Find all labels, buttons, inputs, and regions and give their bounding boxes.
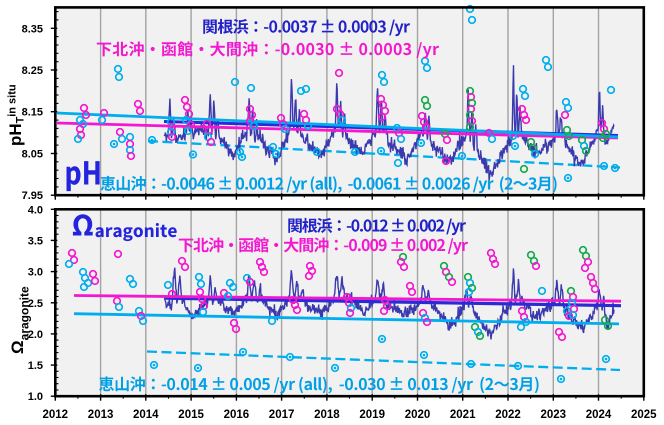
svg-text:2015: 2015: [178, 409, 204, 421]
svg-text:2019: 2019: [359, 409, 385, 421]
svg-text:1.5: 1.5: [28, 360, 43, 372]
svg-text:2012: 2012: [43, 409, 69, 421]
svg-text:2021: 2021: [450, 409, 476, 421]
svg-text:2018: 2018: [314, 409, 340, 421]
svg-text:2020: 2020: [405, 409, 431, 421]
svg-text:7.95: 7.95: [22, 190, 43, 202]
svg-text:2014: 2014: [133, 409, 159, 421]
svg-text:8.25: 8.25: [22, 65, 43, 77]
svg-text:3.5: 3.5: [28, 235, 43, 247]
svg-text:2023: 2023: [541, 409, 567, 421]
svg-text:2.0: 2.0: [28, 329, 43, 341]
svg-text:8.35: 8.35: [22, 23, 43, 35]
svg-text:4.0: 4.0: [28, 204, 43, 216]
svg-text:2025: 2025: [631, 409, 657, 421]
svg-text:8.05: 8.05: [22, 149, 43, 161]
svg-text:2016: 2016: [224, 409, 250, 421]
svg-text:3.0: 3.0: [28, 267, 43, 279]
svg-text:8.15: 8.15: [22, 107, 43, 119]
svg-text:2024: 2024: [586, 409, 612, 421]
svg-text:1.0: 1.0: [28, 391, 43, 403]
svg-text:2013: 2013: [88, 409, 114, 421]
svg-text:2017: 2017: [269, 409, 295, 421]
svg-text:2.5: 2.5: [28, 298, 43, 310]
svg-text:2022: 2022: [495, 409, 521, 421]
